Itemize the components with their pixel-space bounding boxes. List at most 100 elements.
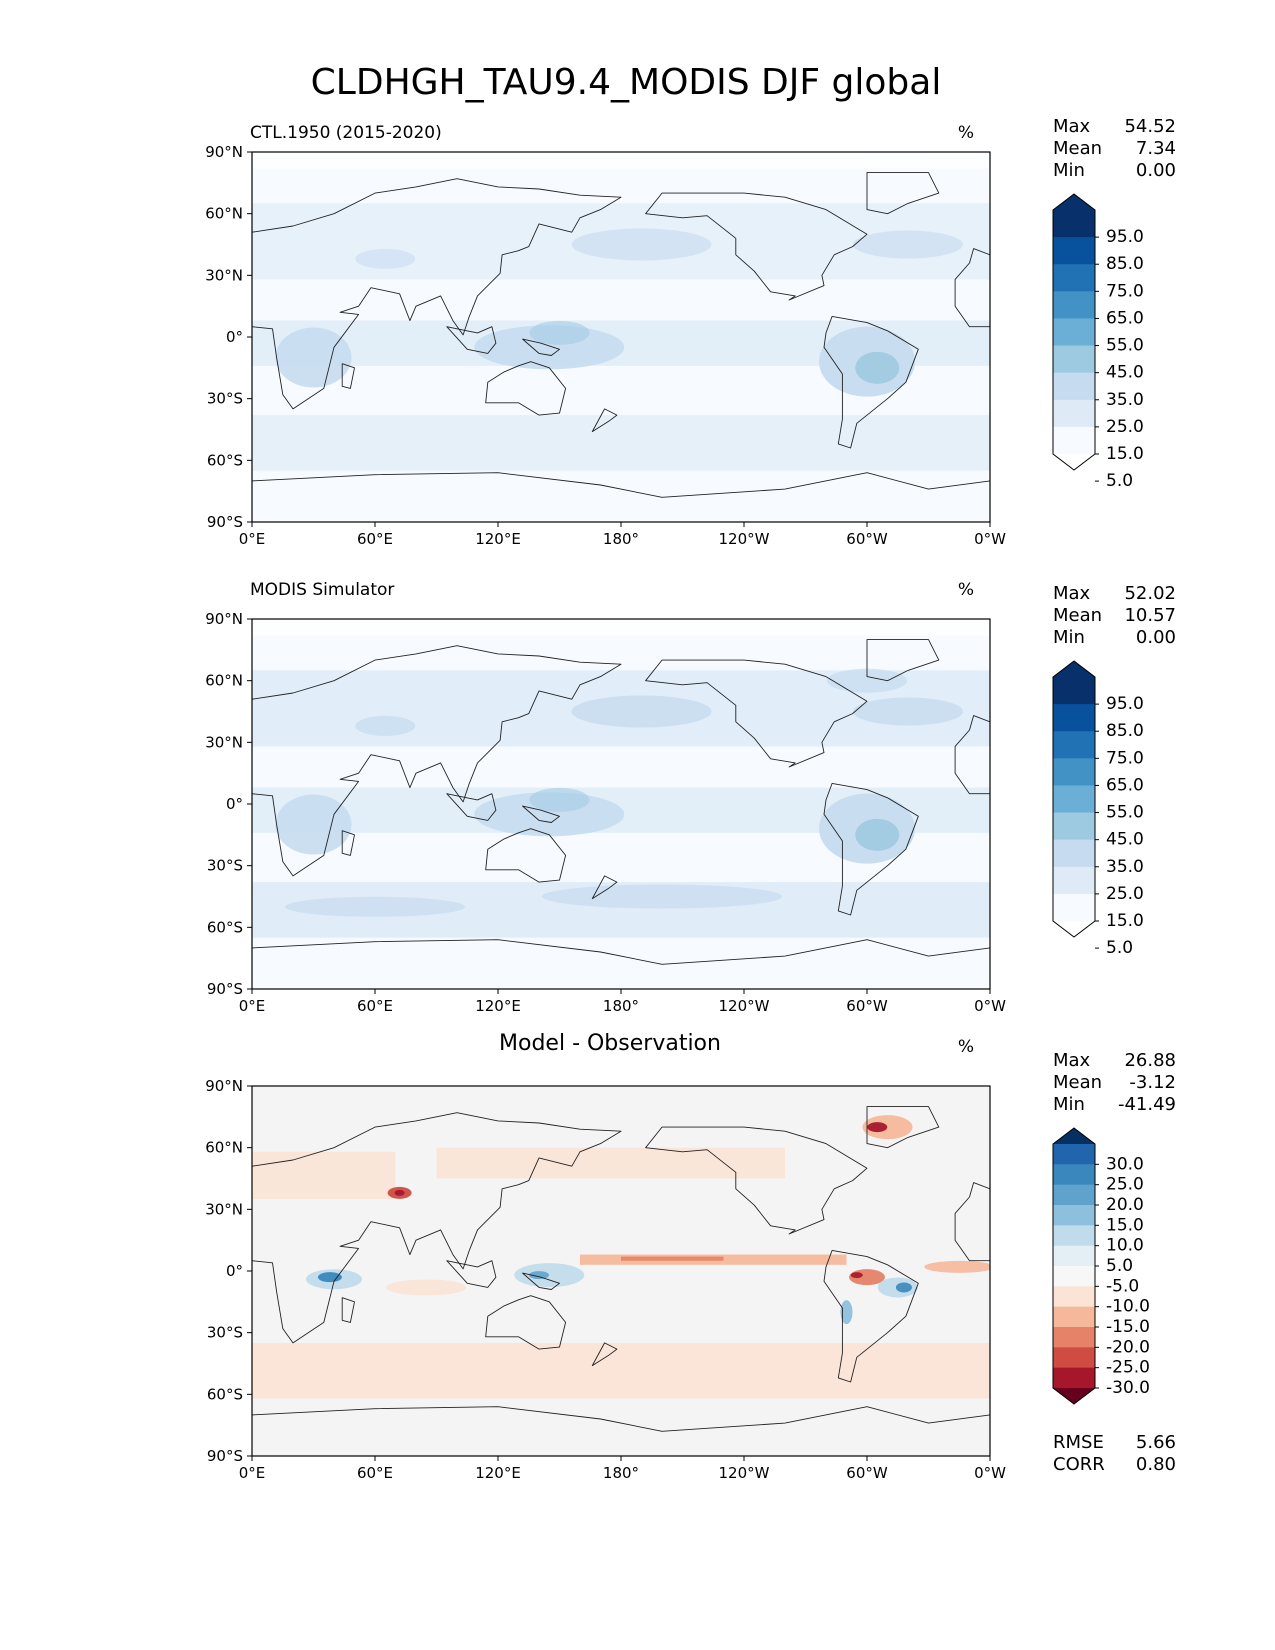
contour-region bbox=[285, 896, 465, 917]
colorbar-label: 85.0 bbox=[1106, 254, 1144, 274]
lon-tick-label: 0°W bbox=[974, 1464, 1006, 1482]
stats-block: Max 54.52 Mean 7.34 Min 0.00 bbox=[1053, 116, 1176, 181]
coastline-1 bbox=[954, 248, 990, 328]
polar-gap bbox=[252, 619, 990, 636]
colorbar-label: 15.0 bbox=[1106, 911, 1144, 931]
contour-region bbox=[855, 351, 900, 384]
colorbar: 95.0 85.0 75.0 65.0 55.0 45.0 35.0 25.0 15.0 5.0 bbox=[1052, 193, 1144, 491]
lon-tick-label: 120°W bbox=[719, 997, 770, 1015]
band-sh-stormtrack bbox=[252, 415, 990, 471]
stat-label: Max bbox=[1053, 116, 1091, 137]
stat-value: -3.12 bbox=[1129, 1072, 1176, 1093]
lat-tick-label: 30°S bbox=[207, 857, 243, 875]
panel-left-title: CTL.1950 (2015-2020) bbox=[250, 123, 442, 143]
colorbar-label: 95.0 bbox=[1106, 227, 1144, 247]
contour-region bbox=[895, 1282, 912, 1293]
lat-tick-label: 30°N bbox=[205, 733, 243, 751]
stat-label: Min bbox=[1053, 160, 1085, 181]
coastline-1 bbox=[954, 1182, 990, 1262]
stat-value: 0.00 bbox=[1136, 627, 1176, 648]
coastline-3 bbox=[645, 192, 868, 301]
colorbar-extend-bottom bbox=[1053, 1388, 1095, 1404]
lon-tick-label: 60°E bbox=[357, 530, 393, 548]
stat-value: 0.80 bbox=[1136, 1454, 1176, 1475]
lon-tick-label: 0°E bbox=[239, 997, 266, 1015]
stat-label: Min bbox=[1053, 1094, 1085, 1115]
colorbar-label: 10.0 bbox=[1106, 1236, 1144, 1256]
lat-tick-label: 0° bbox=[226, 1262, 243, 1280]
lon-tick-label: 60°E bbox=[357, 997, 393, 1015]
colorbar-swatch bbox=[1053, 731, 1095, 759]
lon-tick-label: 60°W bbox=[846, 1464, 888, 1482]
coastline-8 bbox=[522, 805, 560, 823]
coastline-7 bbox=[446, 793, 497, 821]
colorbar-label: -20.0 bbox=[1106, 1337, 1150, 1357]
colorbar-swatch bbox=[1053, 812, 1095, 841]
lon-tick-label: 0°W bbox=[974, 530, 1006, 548]
colorbar-swatch bbox=[1053, 1306, 1095, 1328]
colorbar-label: 75.0 bbox=[1106, 748, 1144, 768]
colorbar-swatch bbox=[1053, 372, 1095, 401]
lon-tick-label: 0°E bbox=[239, 1464, 266, 1482]
colorbar-swatch bbox=[1053, 1144, 1095, 1165]
coastline-1 bbox=[954, 715, 990, 795]
contour-region bbox=[542, 884, 782, 909]
lat-tick-label: 60°N bbox=[205, 672, 243, 690]
colorbar-swatch bbox=[1053, 1367, 1095, 1389]
panel-units: % bbox=[958, 580, 974, 600]
colorbar-label: 20.0 bbox=[1106, 1195, 1144, 1215]
colorbar-label: 5.0 bbox=[1106, 471, 1133, 491]
lon-tick-label: 120°E bbox=[475, 997, 521, 1015]
contour-region bbox=[867, 1122, 888, 1133]
contour-region bbox=[529, 320, 590, 345]
colorbar-label: 30.0 bbox=[1106, 1154, 1144, 1174]
stat-label: Max bbox=[1053, 1050, 1091, 1071]
contour-region bbox=[855, 818, 900, 851]
colorbar-label: 55.0 bbox=[1106, 803, 1144, 823]
lat-tick-label: 30°S bbox=[207, 390, 243, 408]
colorbar-label: 45.0 bbox=[1106, 363, 1144, 383]
stat-value: 7.34 bbox=[1136, 138, 1176, 159]
stat-value: 52.02 bbox=[1124, 583, 1176, 604]
lon-tick-label: 120°W bbox=[719, 530, 770, 548]
contour-region bbox=[529, 787, 590, 812]
lat-tick-label: 30°N bbox=[205, 266, 243, 284]
coastline-6 bbox=[252, 1406, 990, 1456]
coastline-10 bbox=[341, 363, 355, 389]
contour-region bbox=[853, 697, 963, 726]
stat-label: Mean bbox=[1053, 605, 1102, 626]
lon-tick-label: 60°W bbox=[846, 997, 888, 1015]
colorbar-swatch bbox=[1053, 426, 1095, 455]
lat-tick-label: 90°S bbox=[207, 513, 243, 531]
band-sh-negative bbox=[252, 1342, 990, 1399]
colorbar-swatch bbox=[1053, 210, 1095, 238]
map-plot: 0°E 60°E 120°E 180° 120°W 60°W 0°W 90°N 60°N 30°N… bbox=[205, 1077, 1006, 1482]
colorbar-label: 25.0 bbox=[1106, 884, 1144, 904]
colorbar-swatch bbox=[1053, 237, 1095, 265]
lon-tick-label: 180° bbox=[603, 997, 639, 1015]
colorbar: 95.0 85.0 75.0 65.0 55.0 45.0 35.0 25.0 15.0 5.0 bbox=[1052, 660, 1144, 958]
stat-label: Max bbox=[1053, 583, 1091, 604]
contour-region bbox=[853, 230, 963, 259]
coastline-9 bbox=[591, 408, 618, 433]
coastline-6 bbox=[252, 472, 990, 522]
stat-value: 5.66 bbox=[1136, 1432, 1176, 1453]
colorbar-extend-bottom bbox=[1053, 454, 1095, 470]
colorbar-label: 55.0 bbox=[1106, 336, 1144, 356]
lat-tick-label: 0° bbox=[226, 795, 243, 813]
colorbar-swatch bbox=[1053, 893, 1095, 922]
contour-region bbox=[529, 1271, 549, 1280]
colorbar-swatch bbox=[1053, 704, 1095, 732]
lon-tick-label: 0°W bbox=[974, 997, 1006, 1015]
contour-field bbox=[252, 619, 990, 989]
stat-value: 0.00 bbox=[1136, 160, 1176, 181]
contour-region bbox=[355, 715, 416, 736]
map-plot: 0°E 60°E 120°E 180° 120°W 60°W 0°W 90°N 60°N 30°N… bbox=[205, 610, 1006, 1015]
contour-region bbox=[275, 327, 352, 388]
contour-region bbox=[571, 695, 712, 728]
colorbar-label: 15.0 bbox=[1106, 1215, 1144, 1235]
colorbar-label: -10.0 bbox=[1106, 1297, 1150, 1317]
colorbar-swatch bbox=[1053, 1245, 1095, 1267]
coastline-0 bbox=[252, 1112, 622, 1344]
lat-tick-label: 90°N bbox=[205, 1077, 243, 1095]
